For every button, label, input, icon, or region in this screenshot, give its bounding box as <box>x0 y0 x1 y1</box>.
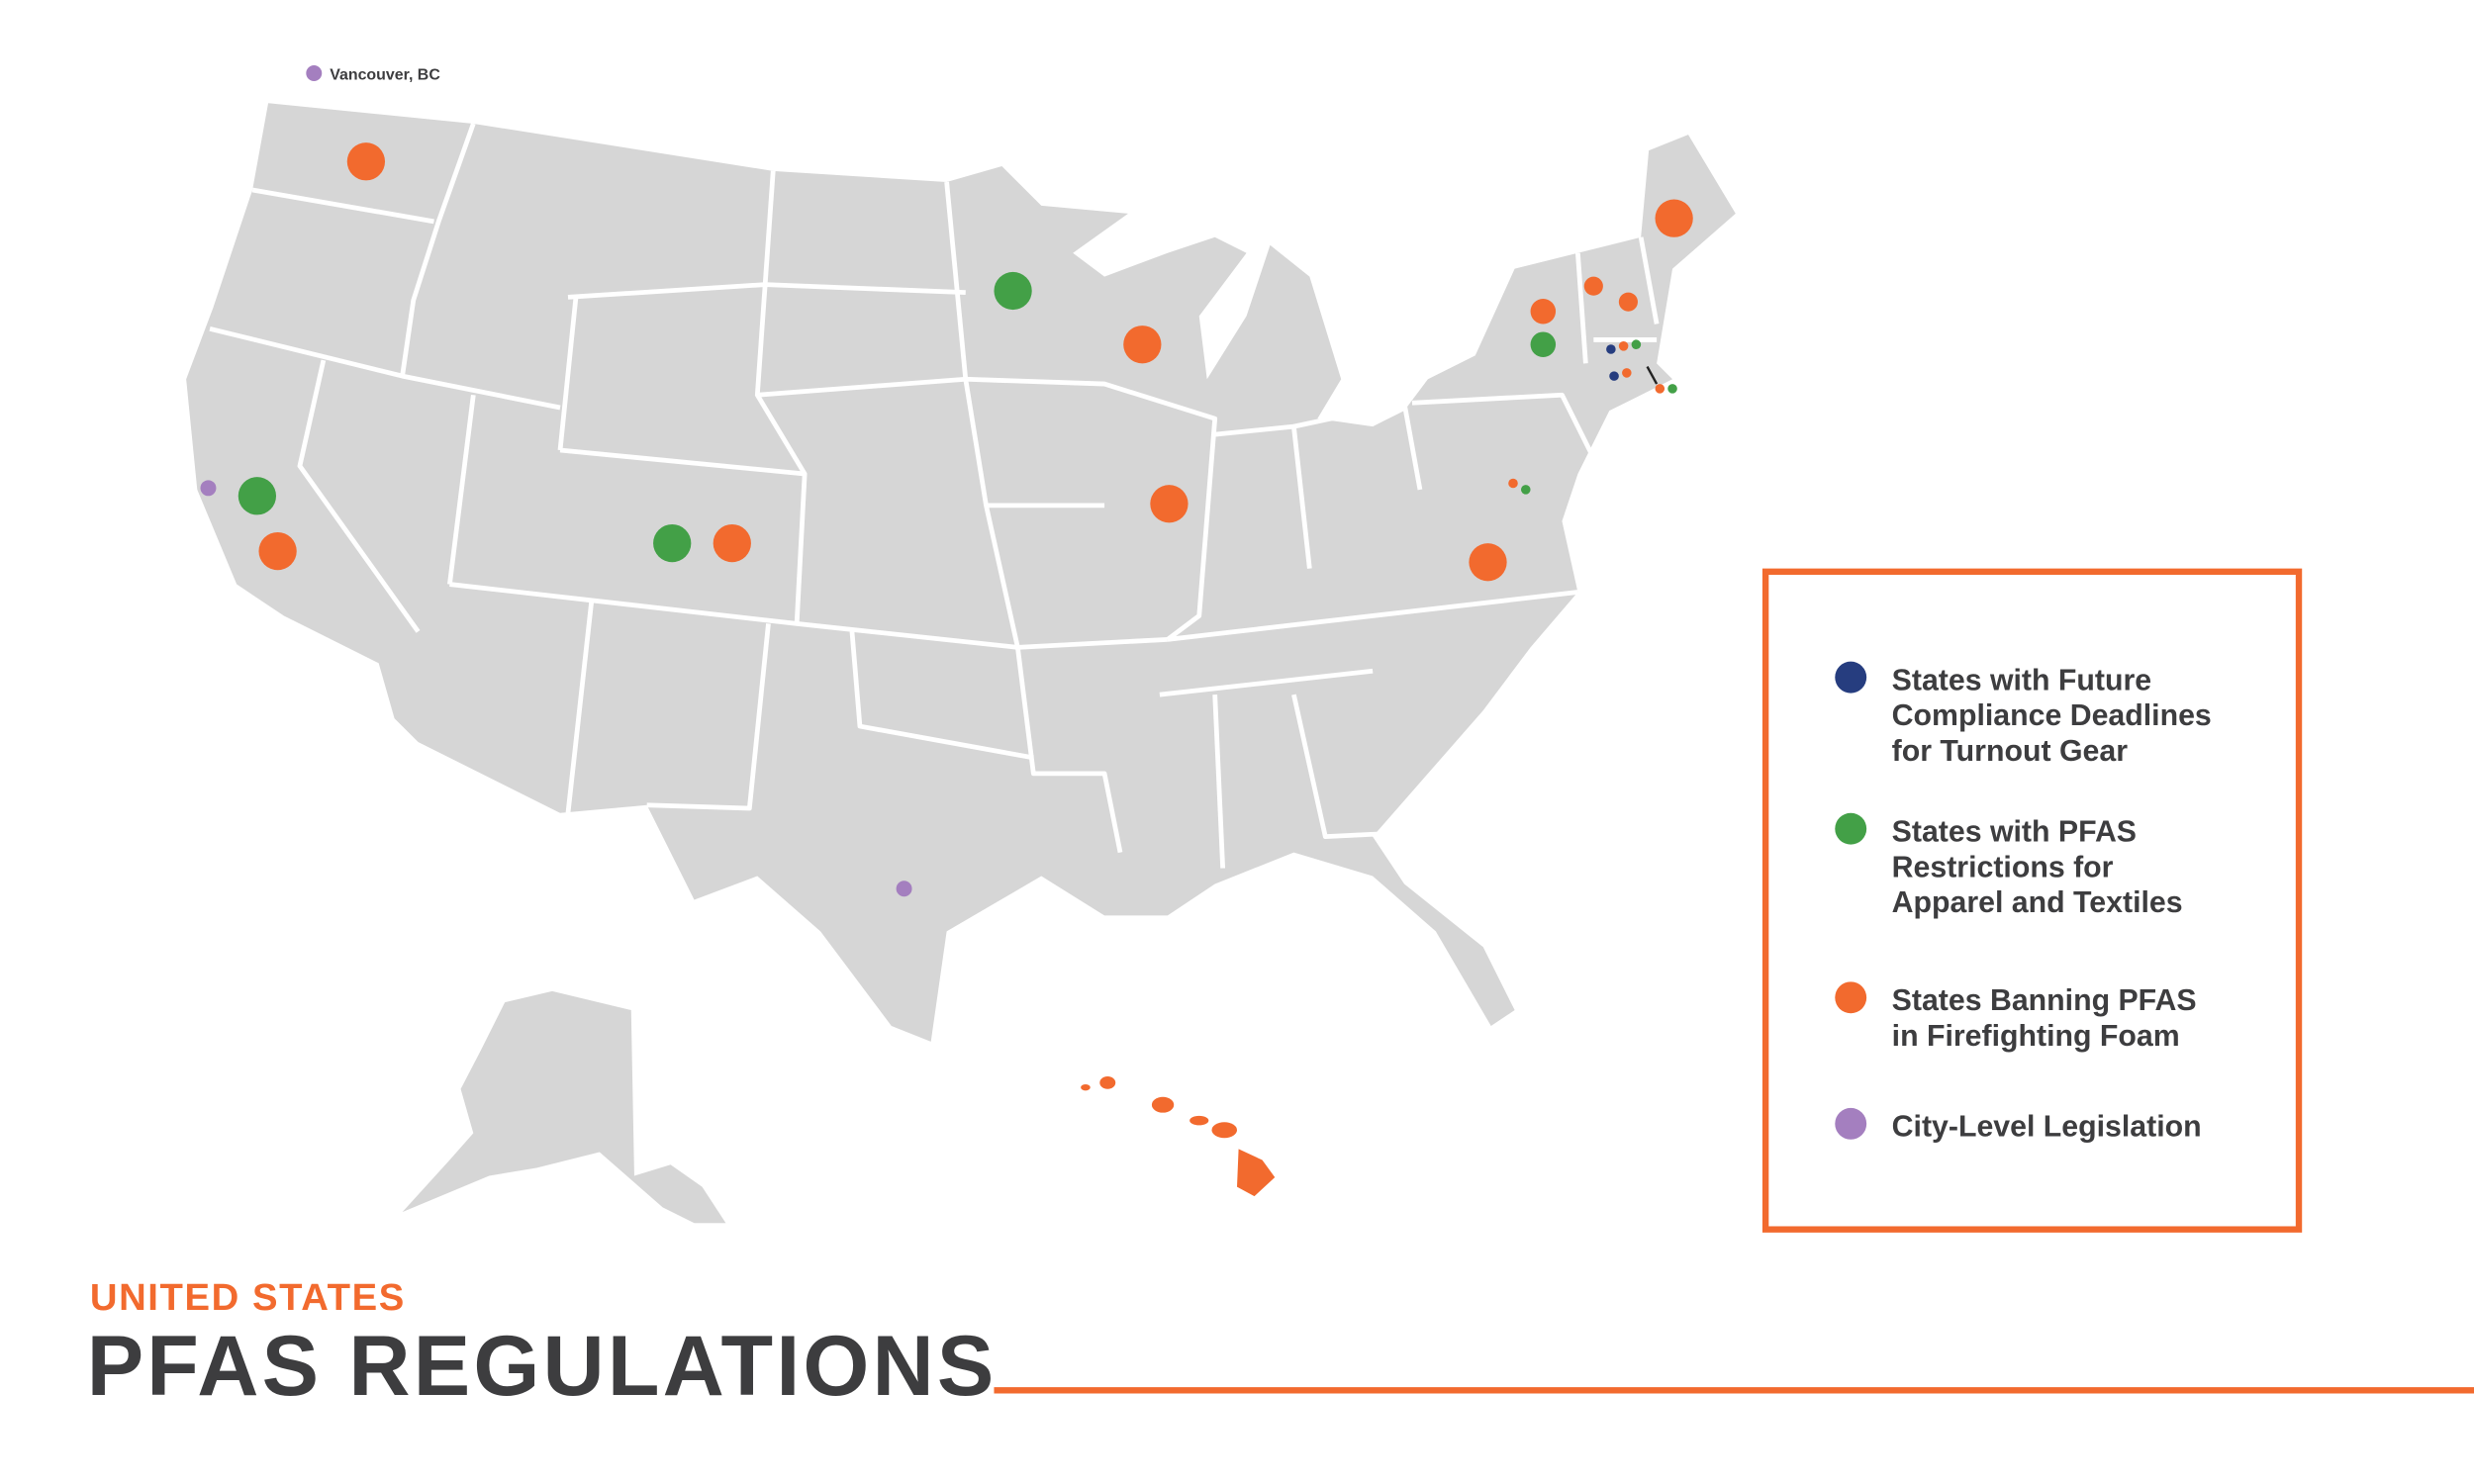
legend-label: Compliance Deadlines <box>1892 699 2212 732</box>
state-borders <box>209 123 1660 869</box>
marker <box>1667 384 1677 394</box>
legend-label: Restrictions for <box>1892 851 2114 883</box>
marker <box>1583 276 1603 296</box>
legend-box <box>1761 568 2303 1233</box>
pointer <box>1646 365 1659 385</box>
marker <box>1508 478 1518 489</box>
legend-label: City-Level Legislation <box>1892 1111 2202 1144</box>
marker <box>896 881 912 897</box>
state-border <box>646 623 771 811</box>
legend-label: for Turnout Gear <box>1892 735 2129 768</box>
island <box>1151 1096 1175 1113</box>
legend-label: Apparel and Textiles <box>1892 886 2183 919</box>
state-border <box>1638 236 1660 325</box>
marker <box>1530 331 1557 357</box>
state-border <box>559 447 806 477</box>
legend-dot <box>1835 812 1867 845</box>
city-label: Vancouver, BC <box>330 66 440 83</box>
hawaii <box>1081 1076 1276 1197</box>
markers <box>200 65 1693 897</box>
marker <box>258 531 297 571</box>
marker <box>994 271 1032 311</box>
state-border <box>849 631 1034 761</box>
legend-dot <box>1835 1107 1867 1140</box>
state-border <box>757 376 966 398</box>
state-border <box>1411 392 1596 460</box>
marker <box>1530 298 1557 325</box>
state-border <box>565 600 595 814</box>
marker <box>713 523 751 563</box>
state-border <box>557 297 579 451</box>
state-border <box>567 282 966 300</box>
state-border <box>1212 695 1226 869</box>
marker <box>1655 199 1693 237</box>
legend-dot <box>1835 981 1867 1014</box>
marker <box>653 523 692 563</box>
state-border <box>965 376 1218 642</box>
marker <box>238 477 277 515</box>
legend-label: States with PFAS <box>1892 815 2137 848</box>
state-border <box>1291 694 1483 840</box>
state-border <box>1159 668 1374 697</box>
marker <box>1609 371 1619 381</box>
island <box>1237 1149 1276 1197</box>
legend-label: States Banning PFAS <box>1892 984 2197 1017</box>
state-border <box>1015 647 1123 854</box>
alaska <box>402 990 726 1224</box>
legend-dot <box>1835 661 1867 694</box>
marker <box>1520 485 1531 495</box>
state-border <box>251 187 434 225</box>
island <box>1189 1115 1209 1126</box>
kicker: UNITED STATES <box>90 1276 406 1319</box>
marker <box>1123 325 1162 364</box>
marker <box>1618 341 1629 351</box>
marker <box>1618 292 1638 312</box>
marker <box>1150 485 1189 523</box>
marker <box>200 480 217 497</box>
state-border <box>944 181 1020 648</box>
marker <box>1469 543 1507 582</box>
legend-label: States with Future <box>1892 664 2151 696</box>
title: PFAS REGULATIONS <box>87 1319 998 1414</box>
legend-label: in Firefighting Foam <box>1892 1020 2180 1053</box>
marker <box>1622 368 1632 378</box>
state-border <box>400 123 476 377</box>
state-border <box>1575 252 1588 364</box>
state-border <box>297 359 421 633</box>
marker <box>346 142 386 181</box>
state-border <box>1167 590 1578 642</box>
marker <box>306 65 323 81</box>
state-border <box>447 394 476 585</box>
state-border <box>1292 400 1423 491</box>
state-border <box>209 325 561 411</box>
marker <box>1655 384 1665 394</box>
marker <box>1606 344 1616 354</box>
island <box>1099 1076 1116 1089</box>
marker <box>1631 339 1642 349</box>
island <box>1081 1083 1091 1091</box>
island <box>1211 1122 1237 1139</box>
state-border <box>449 582 1168 650</box>
